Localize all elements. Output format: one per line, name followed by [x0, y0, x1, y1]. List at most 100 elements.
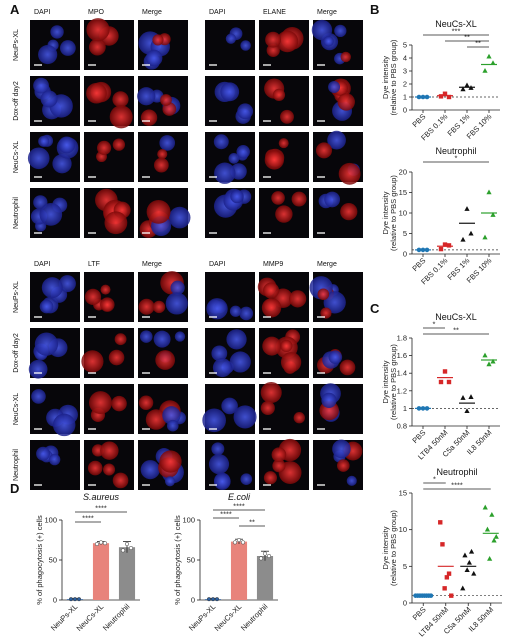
chart-title: S.aureus [83, 492, 120, 502]
row-label: NeuCs-XL [13, 141, 20, 173]
cell-blob [328, 350, 343, 364]
y-tick-label: 0 [403, 106, 407, 115]
data-point [482, 68, 488, 73]
cell-blob [166, 419, 179, 432]
cell-blob [152, 300, 166, 314]
cell-blob [275, 205, 293, 223]
cell-blob [237, 103, 254, 120]
cell-blob [202, 408, 226, 433]
cell-blob [328, 80, 341, 93]
cell-blob [100, 441, 119, 460]
cell-blob [111, 395, 127, 412]
cell-blob [145, 49, 163, 67]
micrograph-grid: DAPI ELANE Merge [205, 9, 363, 238]
y-tick-label: 0.8 [397, 422, 407, 431]
cell-blob [164, 476, 176, 487]
panel-letter-d: D [10, 481, 19, 496]
cell-blob [36, 446, 50, 461]
cell-blob [261, 298, 282, 318]
significance-label: ** [475, 39, 481, 48]
row-label: Neutrophil [13, 197, 20, 229]
cell-blob [100, 284, 111, 295]
row-label: Dox-off day2 [13, 333, 20, 373]
data-point [468, 230, 474, 236]
cell-blob [157, 149, 168, 160]
cell-blob [168, 206, 191, 229]
data-point [102, 541, 108, 546]
cell-blob [104, 211, 128, 235]
cell-blob [311, 19, 333, 41]
cell-blob [280, 109, 294, 124]
y-axis-label: % of phagocytosis (+) cells [35, 515, 44, 605]
data-point [76, 597, 82, 602]
data-point [446, 243, 452, 248]
data-point [466, 559, 472, 565]
data-point [464, 82, 470, 88]
y-axis-label-sub: (relative to PBS group) [389, 39, 398, 115]
cell-blob [58, 136, 76, 154]
cell-blob [280, 352, 302, 373]
data-point [442, 91, 448, 96]
y-axis-label: Dye intensity [381, 526, 390, 569]
data-point [464, 206, 470, 211]
cell-blob [226, 329, 247, 350]
column-label: DAPI [209, 9, 225, 16]
chart-title: E.coli [228, 492, 251, 502]
cell-blob [291, 191, 307, 207]
cell-blob [293, 412, 305, 424]
data-point [438, 246, 444, 252]
cell-blob [86, 82, 107, 104]
cell-blob [170, 280, 185, 295]
cell-blob [114, 333, 127, 346]
cell-blob [208, 454, 230, 475]
cell-blob [324, 191, 341, 208]
y-tick-label: 1.6 [397, 351, 407, 360]
x-tick-label: Neutrophil [239, 602, 270, 633]
cell-blob [146, 199, 171, 224]
bar [230, 541, 248, 600]
cell-blob [272, 88, 286, 102]
cell-blob [323, 291, 346, 314]
cell-blob [137, 87, 156, 106]
y-tick-label: 0 [403, 250, 407, 259]
data-point [124, 541, 130, 547]
data-point [489, 512, 495, 517]
cell-blob [39, 299, 54, 314]
data-point [236, 537, 242, 543]
cell-blob [225, 33, 237, 44]
cell-blob [214, 162, 236, 184]
cell-blob [332, 439, 351, 459]
cell-blob [81, 350, 104, 373]
data-point [262, 551, 268, 556]
data-point [98, 540, 104, 545]
column-label: Merge [142, 261, 162, 268]
data-point [210, 597, 216, 602]
cell-blob [100, 297, 115, 312]
cell-blob [334, 24, 347, 38]
cell-blob [145, 409, 167, 430]
column-label: DAPI [34, 261, 50, 268]
data-point [493, 534, 499, 539]
bar-panel: E.coli 0 50 100% of phagocytosis (+) cells N… [173, 492, 278, 633]
cell-blob [87, 460, 103, 476]
column-label: Merge [142, 9, 162, 16]
cell-blob [338, 162, 361, 185]
y-tick-label: 4 [403, 54, 407, 63]
data-point [460, 86, 466, 92]
bar-panel: S.aureus 0 50 100% of phagocytosis (+) cell… [35, 492, 140, 633]
y-axis-label-sub: (relative to PBS group) [389, 344, 398, 420]
data-point [449, 593, 454, 598]
data-point [446, 94, 452, 100]
column-label: Merge [317, 261, 337, 268]
y-tick-label: 1.8 [397, 334, 407, 343]
row-label: NeuPs-XL [13, 29, 20, 61]
cell-blob [280, 339, 293, 353]
cell-blob [340, 51, 351, 63]
x-tick-label: PBS [410, 256, 427, 273]
micrograph-panels: DAPI MPO Merge NeuPs-XL Dox-off day2 NeuCs-XL… [13, 9, 363, 490]
cell-blob [58, 275, 76, 293]
cell-blob [339, 359, 356, 376]
panel-letter-b: B [370, 2, 379, 17]
data-point [94, 541, 100, 547]
